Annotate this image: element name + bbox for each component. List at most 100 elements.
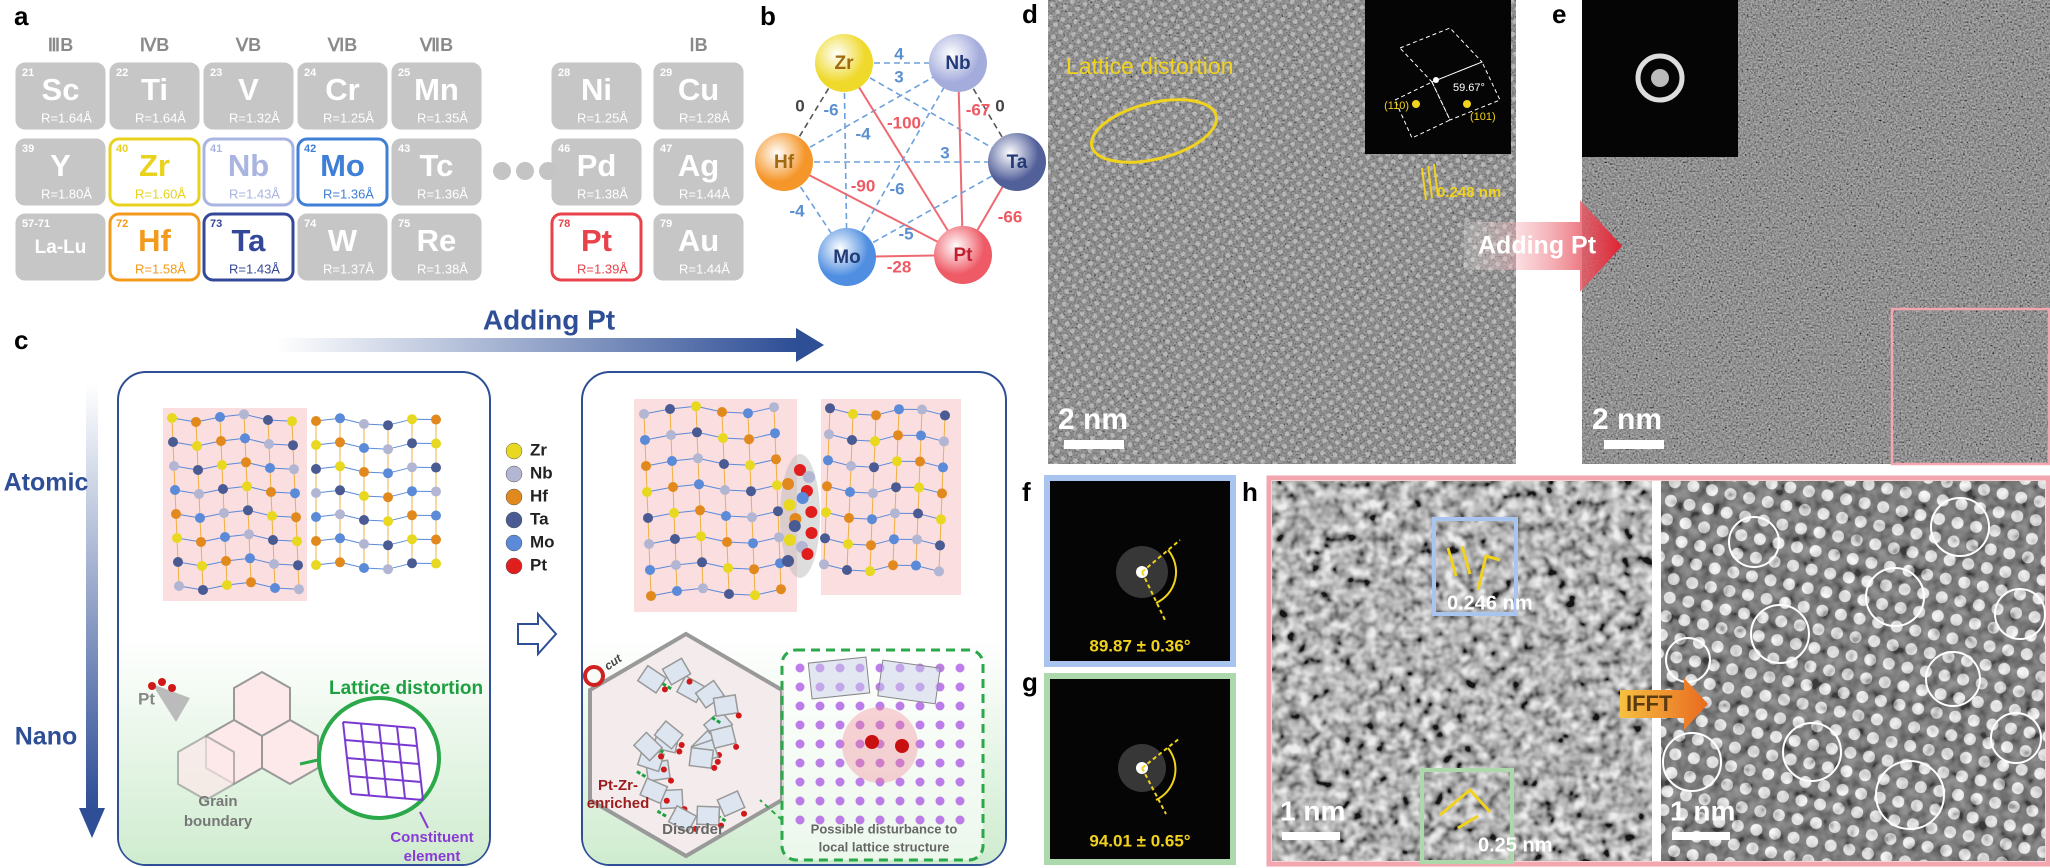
fft-spot <box>1412 100 1420 108</box>
atom <box>955 739 965 749</box>
bond <box>344 739 348 759</box>
atom <box>220 531 230 542</box>
atomic-number: 46 <box>558 143 570 155</box>
atom <box>895 815 905 825</box>
atom <box>934 566 944 577</box>
atom <box>265 462 275 473</box>
pointer <box>759 799 783 821</box>
edge <box>957 62 964 256</box>
bond <box>384 778 404 782</box>
periodic-table: ⅢB ⅣB ⅤB ⅥB ⅦB ⅠB 21 Sc R=1.64Å 22 Ti R=1.64Å 23 V R=1… <box>15 35 744 282</box>
sub-grain <box>696 805 721 826</box>
hrtem-before: Lattice distortion 59.67° (110) (101) 0.… <box>1048 0 1516 464</box>
legend-label: Ta <box>530 509 549 528</box>
sub-grain <box>712 694 739 717</box>
atom <box>912 534 922 545</box>
edge-label: -28 <box>887 257 912 276</box>
fft-angle: 59.67° <box>1453 82 1485 94</box>
group-label: ⅠB <box>689 35 707 55</box>
bond <box>360 723 364 742</box>
element-cell <box>653 138 744 206</box>
atom <box>795 720 805 730</box>
atom <box>748 538 758 549</box>
atom <box>866 540 876 551</box>
arrow-head <box>79 808 105 838</box>
annotation: enriched <box>587 795 650 812</box>
atom <box>893 430 903 441</box>
bond <box>416 745 420 765</box>
atom <box>820 533 830 544</box>
element-symbol: La-Lu <box>35 237 87 258</box>
pt-atom <box>711 764 718 771</box>
bond <box>382 760 402 764</box>
element-cell <box>653 213 744 281</box>
atom <box>835 777 845 787</box>
boundary <box>710 716 723 725</box>
element-symbol: Re <box>417 223 457 258</box>
element-cell <box>391 213 482 281</box>
fft-spot <box>1463 100 1471 108</box>
atom <box>936 514 946 525</box>
atom <box>724 588 734 599</box>
atom <box>911 560 921 571</box>
atom <box>264 438 274 449</box>
annotation: Disorder <box>662 821 724 838</box>
atom <box>955 663 965 673</box>
atom <box>939 436 949 447</box>
d-spacing: 0.248 nm <box>1437 184 1501 201</box>
pt-atom <box>678 741 685 748</box>
fft-f: 89.87 ± 0.36° <box>1044 475 1236 667</box>
atom <box>216 435 226 446</box>
atom <box>795 701 805 711</box>
atom <box>639 408 649 419</box>
bond <box>400 761 420 765</box>
atom <box>383 420 393 431</box>
pt-atom <box>661 686 668 693</box>
atomic-number: 79 <box>660 218 672 230</box>
bond <box>368 794 388 798</box>
atom <box>691 401 701 412</box>
atom <box>855 777 865 787</box>
atom <box>359 538 369 549</box>
sub-grains <box>632 657 748 834</box>
element-symbol: Pd <box>577 148 617 183</box>
atomic-radius: R=1.36Å <box>323 186 374 201</box>
atom <box>938 462 948 473</box>
annotation: Lattice distortion <box>329 678 483 699</box>
element-node <box>815 34 873 92</box>
atom <box>431 510 441 521</box>
atom <box>222 579 232 590</box>
bond <box>342 721 346 741</box>
atom <box>167 413 177 423</box>
element-cell <box>109 62 200 130</box>
atomic-number: 57-71 <box>22 218 50 230</box>
edge-label: -5 <box>898 224 913 243</box>
atom <box>244 529 254 540</box>
atom <box>875 758 885 768</box>
element-cell <box>297 62 388 130</box>
atom <box>407 438 417 449</box>
annotation: Constituent <box>390 829 473 846</box>
spacing-marker <box>1439 787 1492 830</box>
atom <box>646 590 656 601</box>
zoom-region <box>1890 307 2050 466</box>
atom <box>359 466 369 477</box>
atom <box>915 720 925 730</box>
bond <box>348 775 352 795</box>
bond <box>402 779 422 783</box>
atom <box>916 430 926 441</box>
atom <box>867 514 877 525</box>
pt-atom <box>895 739 909 753</box>
grains <box>177 670 319 802</box>
element-symbol: Ni <box>581 72 612 107</box>
bond <box>364 759 368 778</box>
bond <box>418 763 422 783</box>
atom <box>359 442 369 453</box>
atomic-radius: R=1.44Å <box>679 186 730 201</box>
atom <box>192 440 202 451</box>
atom <box>823 455 833 466</box>
atom <box>431 414 441 425</box>
atom <box>245 553 255 564</box>
atom <box>217 459 227 470</box>
